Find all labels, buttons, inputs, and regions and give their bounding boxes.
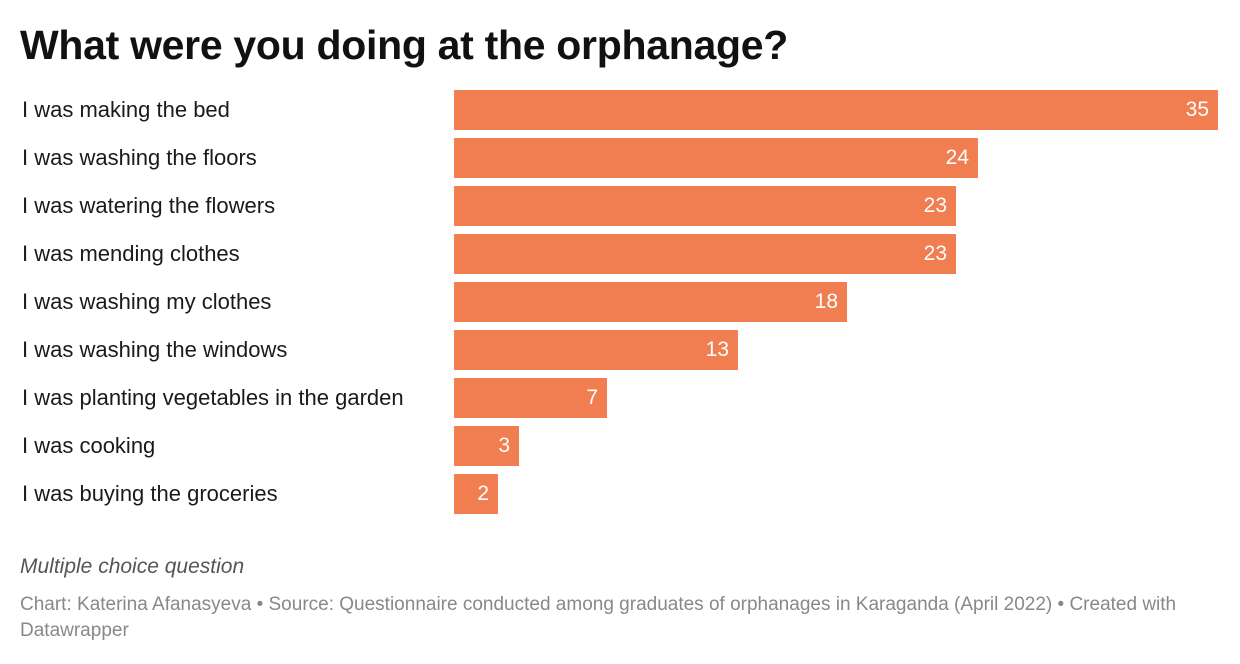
bar-row: I was mending clothes 23 bbox=[0, 234, 1240, 274]
bar-chart: I was making the bed 35 I was washing the … bbox=[0, 90, 1240, 520]
bar-row: I was watering the flowers 23 bbox=[0, 186, 1240, 226]
bar-value-label: 18 bbox=[814, 290, 838, 313]
chart-title: What were you doing at the orphanage? bbox=[20, 22, 788, 68]
bar-value-label: 35 bbox=[1185, 98, 1209, 121]
bar-row: I was washing the floors 24 bbox=[0, 138, 1240, 178]
category-label: I was washing the floors bbox=[22, 145, 257, 170]
bar bbox=[454, 330, 738, 370]
bar-value-label: 23 bbox=[923, 242, 947, 265]
bar-row: I was buying the groceries 2 bbox=[0, 474, 1240, 514]
bar bbox=[454, 90, 1218, 130]
chart-note: Multiple choice question bbox=[20, 555, 245, 578]
bar-row: I was washing my clothes 18 bbox=[0, 282, 1240, 322]
chart-credits: Chart: Katerina Afanasyeva • Source: Que… bbox=[20, 594, 1177, 641]
bar-row: I was washing the windows 13 bbox=[0, 330, 1240, 370]
bar-value-label: 3 bbox=[498, 434, 510, 457]
bar bbox=[454, 138, 978, 178]
bar bbox=[454, 234, 956, 274]
bar bbox=[454, 378, 607, 418]
category-label: I was washing the windows bbox=[22, 337, 288, 362]
bar-row: I was planting vegetables in the garden 7 bbox=[0, 378, 1240, 418]
bar-value-label: 13 bbox=[705, 338, 729, 361]
bar-row: I was cooking 3 bbox=[0, 426, 1240, 466]
bar bbox=[454, 474, 498, 514]
bar-value-label: 7 bbox=[586, 386, 598, 409]
category-label: I was cooking bbox=[22, 433, 156, 458]
category-label: I was planting vegetables in the garden bbox=[22, 385, 404, 410]
category-label: I was watering the flowers bbox=[22, 193, 276, 218]
bar-value-label: 23 bbox=[923, 194, 947, 217]
bar bbox=[454, 426, 519, 466]
category-label: I was mending clothes bbox=[22, 241, 240, 266]
category-label: I was washing my clothes bbox=[22, 289, 272, 314]
bar-value-label: 24 bbox=[945, 146, 969, 169]
category-label: I was buying the groceries bbox=[22, 481, 278, 506]
bar-value-label: 2 bbox=[477, 482, 489, 505]
bar-row: I was making the bed 35 bbox=[0, 90, 1240, 130]
bar bbox=[454, 282, 847, 322]
category-label: I was making the bed bbox=[22, 97, 230, 122]
bar bbox=[454, 186, 956, 226]
